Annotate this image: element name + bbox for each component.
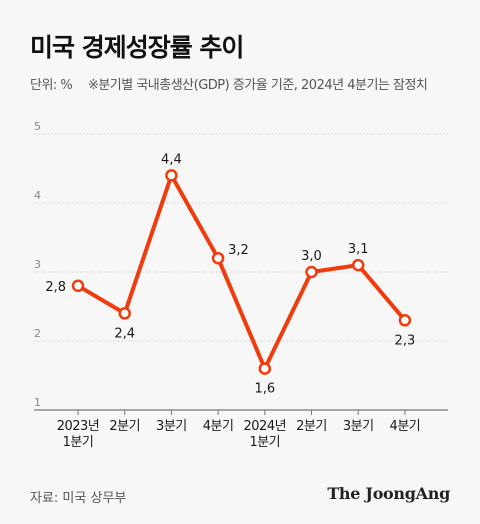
x-tick-label: 2분기 (109, 419, 140, 434)
x-tick-label: 1분기 (63, 435, 94, 450)
chart-title: 미국 경제성장률 추이 (30, 33, 244, 62)
data-point (71, 279, 85, 293)
data-point (165, 169, 178, 182)
data-point (398, 314, 412, 327)
data-label: 3,0 (301, 249, 322, 264)
data-label: 4,4 (161, 152, 182, 167)
data-point (305, 265, 318, 279)
data-label: 2,8 (45, 280, 66, 295)
x-tick-label: 1분기 (249, 435, 280, 450)
footnote: ※분기별 국내총생산(GDP) 증가율 기준, 2024년 4분기는 잠정치 (87, 78, 428, 93)
y-tick-label: 4 (34, 189, 41, 202)
source-label: 자료: 미국 상무부 (30, 491, 127, 506)
y-tick-label: 1 (34, 396, 41, 409)
series-line (76, 173, 407, 371)
data-point (211, 251, 225, 265)
data-label: 2,3 (395, 333, 416, 348)
chart-subtitle: 단위: % ※분기별 국내총생산(GDP) 증가율 기준, 2024년 4분기는… (30, 74, 428, 93)
x-tick-label: 2023년 (57, 419, 100, 434)
data-label: 2,4 (114, 326, 135, 341)
y-tick-label: 3 (34, 258, 41, 271)
x-tick-label: 2024년 (244, 419, 287, 434)
unit-label: 단위: % (30, 78, 73, 93)
x-tick-label: 3분기 (156, 419, 187, 434)
y-tick-label: 2 (34, 327, 41, 340)
x-tick-label: 4분기 (203, 419, 234, 434)
data-label: 3,1 (348, 242, 369, 257)
x-tick-label: 3분기 (343, 419, 374, 434)
data-label: 1,6 (254, 382, 275, 397)
data-label: 3,2 (228, 243, 249, 258)
data-point (351, 258, 365, 272)
data-point (258, 362, 272, 375)
x-tick-label: 2분기 (296, 419, 327, 434)
data-point (118, 307, 131, 320)
publisher-logo: The JoongAng (327, 484, 450, 503)
x-tick-label: 4분기 (390, 419, 421, 434)
y-tick-label: 5 (34, 120, 41, 133)
